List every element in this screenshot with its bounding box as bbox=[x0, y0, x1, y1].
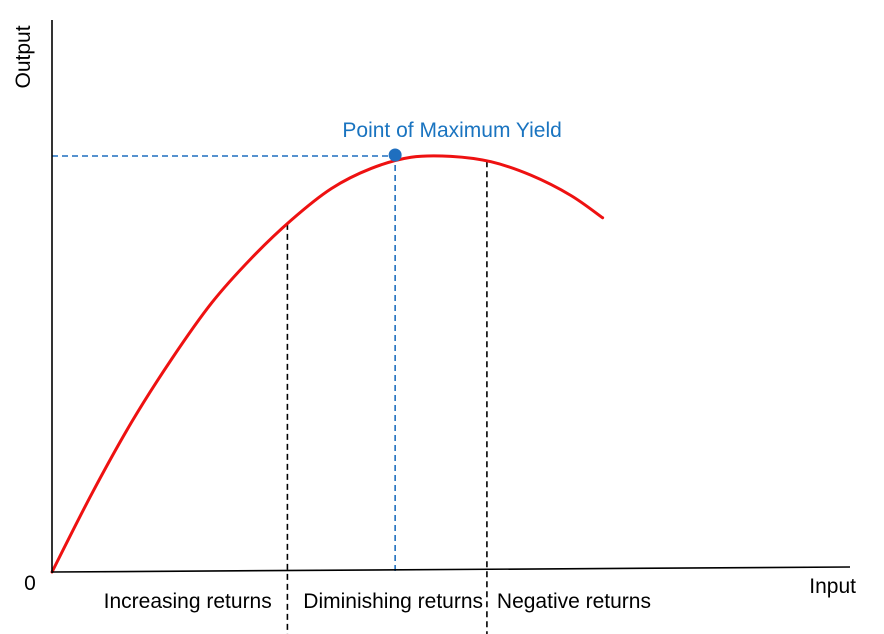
region-label-increasing: Increasing returns bbox=[104, 590, 272, 613]
guide-lines bbox=[52, 155, 488, 634]
max-yield-point bbox=[388, 148, 402, 162]
axes bbox=[51, 20, 851, 573]
origin-label: 0 bbox=[24, 572, 36, 595]
region-label-diminishing: Diminishing returns bbox=[303, 590, 483, 613]
curve-layer bbox=[50, 154, 605, 574]
x-axis-line bbox=[51, 566, 851, 573]
output-curve bbox=[50, 154, 605, 574]
x-axis-label: Input bbox=[809, 575, 856, 598]
marker-layer bbox=[388, 148, 402, 162]
y-axis-label: Output bbox=[12, 25, 35, 88]
max-yield-label: Point of Maximum Yield bbox=[342, 119, 561, 142]
region-label-negative: Negative returns bbox=[497, 590, 651, 613]
